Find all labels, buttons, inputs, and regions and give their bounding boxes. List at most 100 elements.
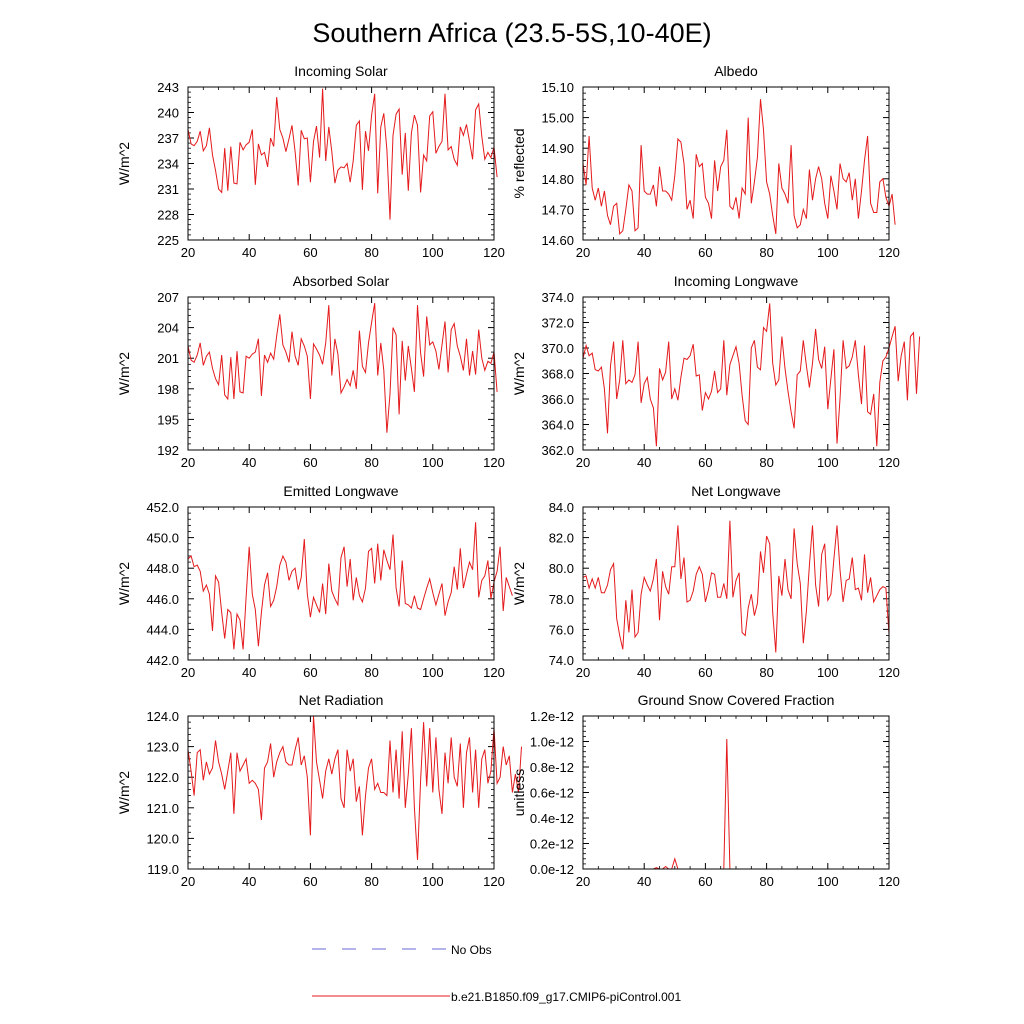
- y-axis-label: W/m^2: [511, 562, 527, 605]
- x-tick-label: 20: [576, 665, 590, 680]
- y-tick-label: 364.0: [541, 418, 574, 433]
- chart-title: Ground Snow Covered Fraction: [638, 692, 835, 708]
- chart-panel-3: Absorbed Solar W/m^2 20 40 60 80 100 120 192 195 1…: [116, 273, 505, 470]
- y-axis-label: W/m^2: [116, 352, 132, 395]
- y-tick-label: 74.0: [549, 653, 574, 668]
- y-tick-label: 0.8e-12: [530, 760, 574, 775]
- y-tick-label: 195: [157, 412, 179, 427]
- panels: Incoming Solar W/m^2 20 40 60 80 100 120 225 228 2…: [116, 63, 921, 889]
- y-axis-label: W/m^2: [116, 771, 132, 814]
- series-line: [187, 522, 513, 650]
- x-tick-label: 80: [759, 665, 773, 680]
- y-tick-label: 198: [157, 382, 179, 397]
- y-tick-label: 228: [157, 208, 179, 223]
- chart-panel-4: Incoming Longwave W/m^2 20 40 60 80 100 120 362.…: [511, 273, 921, 470]
- chart-title: Emitted Longwave: [283, 483, 398, 499]
- series-line: [187, 303, 498, 433]
- chart-title: Incoming Solar: [294, 63, 388, 79]
- x-tick-label: 40: [242, 874, 256, 889]
- x-tick-label: 100: [817, 245, 839, 260]
- y-tick-label: 14.80: [541, 172, 574, 187]
- x-tick-label: 40: [637, 455, 651, 470]
- y-tick-label: 207: [157, 290, 179, 305]
- x-tick-label: 120: [483, 455, 505, 470]
- y-tick-label: 368.0: [541, 367, 574, 382]
- x-tick-label: 120: [483, 665, 505, 680]
- chart-panel-5: Emitted Longwave W/m^2 20 40 60 80 100 120 442.0…: [116, 483, 513, 680]
- x-tick-label: 80: [759, 455, 773, 470]
- y-tick-label: 122.0: [146, 770, 179, 785]
- y-tick-label: 0.0e-12: [530, 862, 574, 877]
- x-tick-label: 40: [637, 874, 651, 889]
- y-tick-label: 243: [157, 80, 179, 95]
- plot-frame: [187, 506, 495, 661]
- y-tick-label: 15.00: [541, 111, 574, 126]
- plot-frame: [187, 86, 495, 241]
- y-tick-label: 452.0: [146, 500, 179, 515]
- chart-panel-7: Net Radiation W/m^2 20 40 60 80 100 120 119.0 120…: [116, 692, 522, 889]
- x-tick-label: 60: [698, 455, 712, 470]
- y-tick-label: 76.0: [549, 622, 574, 637]
- x-tick-label: 60: [303, 665, 317, 680]
- x-tick-label: 20: [181, 455, 195, 470]
- y-tick-label: 366.0: [541, 392, 574, 407]
- y-tick-label: 374.0: [541, 290, 574, 305]
- x-tick-label: 20: [181, 874, 195, 889]
- x-tick-label: 100: [422, 665, 444, 680]
- x-tick-label: 40: [637, 245, 651, 260]
- x-tick-label: 100: [817, 874, 839, 889]
- chart-panel-8: Ground Snow Covered Fraction unitless 20 40…: [511, 692, 900, 889]
- legend-model-label: b.e21.B1850.f09_g17.CMIP6-piControl.001: [451, 990, 681, 1004]
- series-line: [187, 88, 498, 220]
- x-tick-label: 40: [242, 665, 256, 680]
- figure-title: Southern Africa (23.5-5S,10-40E): [312, 18, 711, 48]
- legend: No Obs b.e21.B1850.f09_g17.CMIP6-piContr…: [312, 943, 681, 1004]
- chart-panel-6: Net Longwave W/m^2 20 40 60 80 100 120 74.0 76.0 7…: [511, 483, 900, 680]
- chart-title: Absorbed Solar: [293, 273, 390, 289]
- y-tick-label: 448.0: [146, 561, 179, 576]
- x-tick-label: 80: [759, 245, 773, 260]
- x-tick-label: 60: [303, 245, 317, 260]
- y-axis-label: W/m^2: [116, 562, 132, 605]
- x-tick-label: 120: [878, 455, 900, 470]
- x-tick-label: 20: [576, 245, 590, 260]
- y-tick-label: 14.90: [541, 141, 574, 156]
- x-tick-label: 40: [242, 245, 256, 260]
- chart-title: Incoming Longwave: [674, 273, 799, 289]
- y-tick-label: 119.0: [147, 862, 179, 877]
- y-tick-label: 370.0: [541, 341, 574, 356]
- series-line: [582, 303, 921, 447]
- y-tick-label: 234: [157, 157, 179, 172]
- y-tick-label: 82.0: [549, 531, 574, 546]
- y-tick-label: 446.0: [146, 592, 179, 607]
- y-tick-label: 204: [157, 321, 179, 336]
- y-tick-label: 237: [157, 131, 179, 146]
- x-tick-label: 20: [181, 245, 195, 260]
- x-tick-label: 40: [242, 455, 256, 470]
- x-tick-label: 80: [364, 245, 378, 260]
- x-tick-label: 100: [422, 455, 444, 470]
- y-tick-label: 362.0: [541, 443, 574, 458]
- y-tick-label: 123.0: [146, 740, 179, 755]
- x-tick-label: 20: [576, 874, 590, 889]
- y-tick-label: 192: [157, 443, 179, 458]
- series-line: [187, 715, 522, 860]
- x-tick-label: 120: [483, 874, 505, 889]
- plot-frame: [582, 296, 890, 451]
- x-tick-label: 40: [637, 665, 651, 680]
- x-tick-label: 100: [422, 874, 444, 889]
- y-tick-label: 0.2e-12: [530, 837, 574, 852]
- x-tick-label: 80: [364, 455, 378, 470]
- y-tick-label: 80.0: [549, 561, 574, 576]
- x-tick-label: 60: [698, 665, 712, 680]
- y-tick-label: 15.10: [541, 80, 574, 95]
- x-tick-label: 60: [698, 874, 712, 889]
- y-tick-label: 0.4e-12: [530, 811, 574, 826]
- x-tick-label: 60: [698, 245, 712, 260]
- y-tick-label: 1.2e-12: [530, 709, 574, 724]
- plot-frame: [582, 715, 890, 870]
- y-axis-label: % reflected: [511, 128, 527, 198]
- x-tick-label: 80: [364, 665, 378, 680]
- y-tick-label: 0.6e-12: [530, 786, 574, 801]
